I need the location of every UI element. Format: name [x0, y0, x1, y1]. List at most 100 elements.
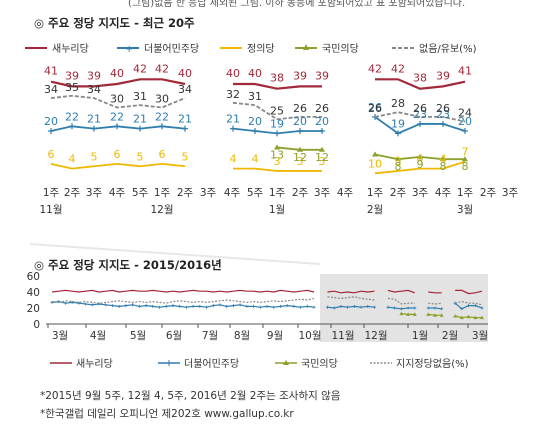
value-label: 3 [319, 155, 326, 168]
legend-label: 더불어민주당 [144, 43, 199, 55]
value-label: 21 [178, 113, 192, 126]
x-tick-label: 4주 [109, 187, 126, 199]
data-point [395, 156, 401, 162]
x-tick-label: 5월 [130, 330, 146, 342]
series-line [387, 297, 415, 305]
series-minju [50, 300, 484, 311]
value-label: 5 [137, 150, 144, 163]
value-label: 6 [114, 148, 121, 161]
x-tick-label: 2주 [480, 187, 497, 199]
value-label: 12 [315, 151, 329, 164]
data-point [426, 312, 431, 316]
x-tick-label: 10월 [298, 330, 321, 342]
value-label: 40 [226, 67, 240, 80]
x-tick-label: 3주 [200, 187, 217, 199]
x-tick-label: 1주 [43, 187, 60, 199]
value-label: 34 [87, 83, 101, 96]
data-point [412, 312, 417, 316]
value-label: 4 [230, 153, 237, 166]
series-line [374, 111, 466, 123]
value-label: 8 [440, 160, 447, 173]
value-label: 23 [436, 108, 450, 121]
gap-column [198, 64, 218, 204]
value-label: 4 [252, 153, 259, 166]
series-saenuri [51, 289, 483, 295]
series-line [51, 297, 315, 304]
month-label: 2월 [367, 204, 383, 216]
value-label: 39 [436, 69, 450, 82]
value-label: 34 [44, 83, 58, 96]
x-tick-label: 1주 [154, 187, 171, 199]
series-line [454, 300, 483, 306]
series-people [399, 311, 484, 320]
value-label: 3 [297, 155, 304, 168]
series-line [50, 125, 186, 132]
value-label: 42 [368, 62, 382, 75]
x-tick-label: 9월 [267, 330, 283, 342]
value-label: 38 [270, 72, 284, 85]
data-point [319, 146, 325, 152]
value-labels-saenuri: 41 39 39 40 42 42 40 40 40 38 39 39 42 42 38 39 41 [44, 62, 472, 84]
value-labels-people: 13 12 12 8 9 8 8 [270, 148, 469, 173]
data-point [274, 144, 280, 150]
value-label: 6 [48, 148, 55, 161]
value-label: 22 [155, 110, 169, 123]
value-label: 24 [458, 107, 472, 120]
data-point [473, 315, 478, 320]
yearly-chart: 0 20 40 60 3월 4월 5월 6월 7월 8월 9월 10월 11월 12월 1월 2월 3월새누리당… [27, 271, 489, 370]
data-point [297, 146, 303, 152]
series-minju [48, 113, 468, 137]
x-tick-label: 3월 [472, 330, 488, 342]
data-point [372, 151, 378, 157]
section1-title: ◎ 주요 정당 지지도 - 최근 20주 [34, 16, 195, 30]
value-label: 38 [413, 72, 427, 85]
legend-label: 새누리당 [52, 43, 89, 55]
value-label: 19 [391, 117, 405, 130]
x-tick-label: 1주 [457, 187, 474, 199]
value-label: 26 [413, 102, 427, 115]
x-tick-label: 4주 [224, 187, 241, 199]
legend: 새누리당 더불어민주당 국민의당 지지정당없음(%) [50, 357, 469, 370]
value-label: 26 [368, 101, 382, 114]
value-label: 5 [91, 150, 98, 163]
x-tick-label: 2주 [64, 187, 81, 199]
data-point [440, 156, 446, 162]
value-labels-none: 34 35 34 30 31 30 34 32 31 25 26 26 26 28 26 26 24 [44, 81, 472, 120]
x-tick-label: 4월 [90, 330, 106, 342]
value-label: 41 [44, 65, 58, 78]
value-label: 39 [87, 69, 101, 82]
legend-label: 새누리당 [76, 358, 113, 370]
series-line [50, 162, 186, 170]
month-label: 1월 [269, 204, 285, 216]
header-fragment-text: (그림)없음 한 응답 제외된 그림. 이하 동등에 포함되어있고 표 포함되어… [128, 0, 466, 8]
gap-column [333, 64, 353, 204]
y-tick-label: 40 [27, 287, 40, 299]
series-line [327, 296, 375, 301]
value-label: 42 [155, 62, 169, 75]
y-axis: 0 20 40 60 [27, 271, 40, 331]
x-tick-label: 2월 [442, 330, 458, 342]
legend-label: 지지정당없음(%) [396, 357, 469, 370]
data-point [432, 313, 437, 317]
value-label: 30 [155, 93, 169, 106]
x-tick-label: 3주 [86, 187, 103, 199]
footnote-2: *한국갤럽 데일리 오피니언 제202호 www.gallup.co.kr [40, 408, 294, 420]
legend: 새누리당 + 더불어민주당 정의당 국민의당 없음/유보(%) [25, 42, 477, 55]
month-label: 12월 [150, 204, 173, 216]
value-label: 21 [133, 113, 147, 126]
series-none [50, 94, 466, 123]
header-fragment: (그림)없음 한 응답 제외된 그림. 이하 동등에 포함되어있고 표 포함되어… [0, 0, 550, 8]
value-label: 4 [417, 153, 424, 166]
value-label: 23 [413, 108, 427, 121]
value-label: 5 [182, 150, 189, 163]
y-tick-label: 0 [33, 319, 40, 331]
x-tick-label: 1주 [367, 187, 384, 199]
series-line [428, 291, 442, 294]
value-label: 34 [178, 83, 192, 96]
value-label: 35 [65, 81, 79, 94]
value-label: 3 [395, 155, 402, 168]
y-tick-label: 60 [27, 271, 40, 283]
month-label: 3월 [457, 204, 473, 216]
value-label: 3 [274, 155, 281, 168]
